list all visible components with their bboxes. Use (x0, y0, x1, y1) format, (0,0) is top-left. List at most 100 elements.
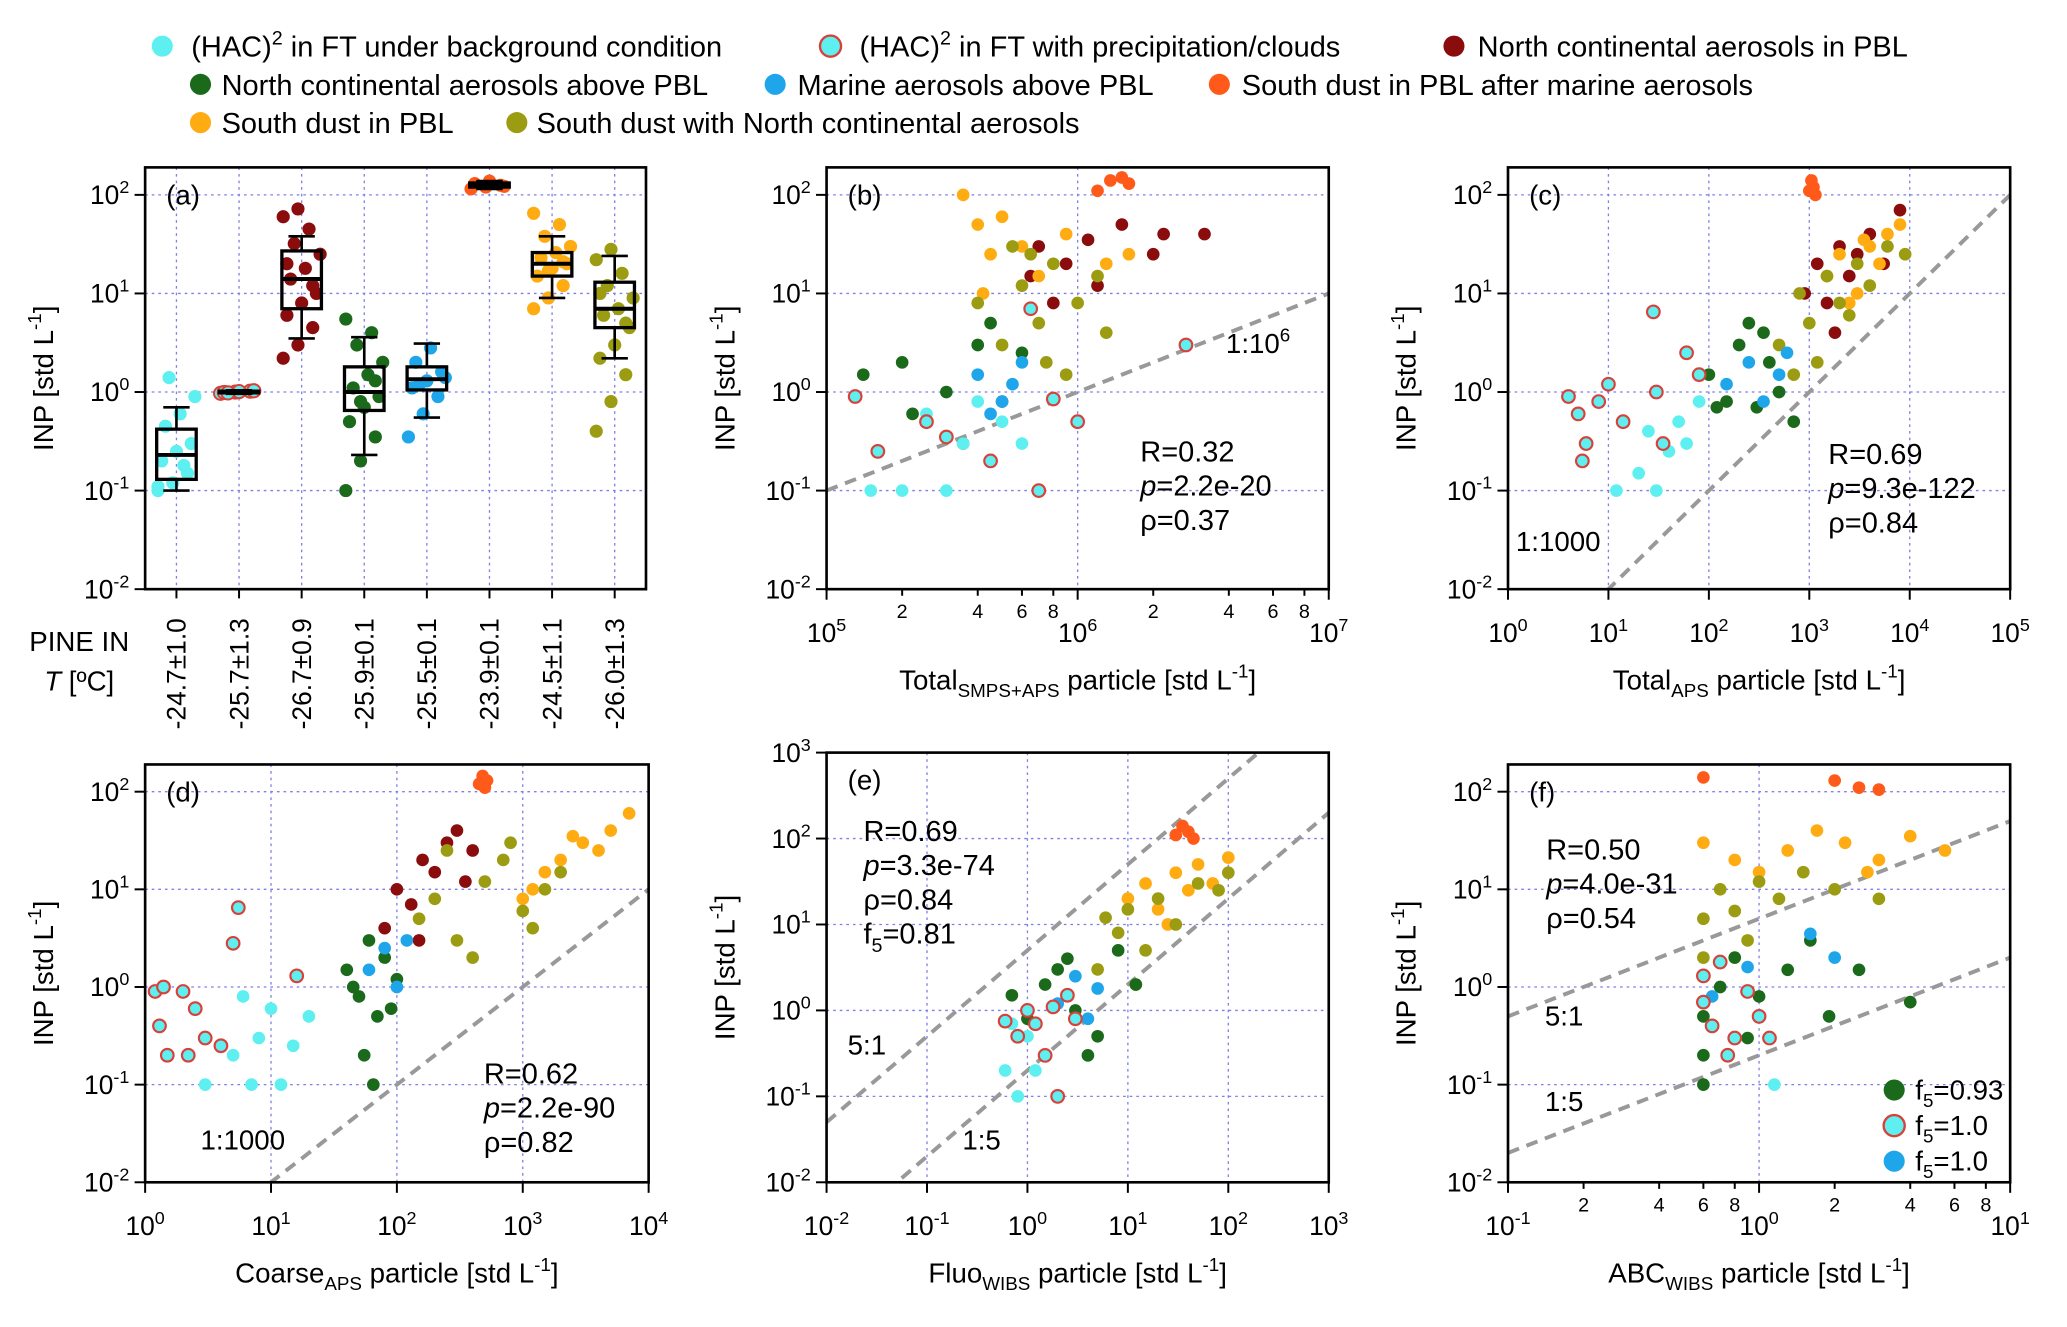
data-point (1852, 963, 1866, 977)
text-part: 10 (1008, 1211, 1037, 1241)
text-part: 10 (125, 1211, 154, 1241)
data-point (534, 251, 548, 265)
text-part: 7 (1338, 615, 1348, 635)
text-part: 0 (1769, 1208, 1779, 1228)
text-part: WIBS (1665, 1273, 1713, 1294)
data-point (1852, 781, 1866, 794)
text-part: =0.93 (1933, 1074, 2003, 1105)
text-part: 10 (629, 1211, 658, 1241)
data-point (1169, 918, 1183, 931)
text-part: 3 (1338, 1208, 1348, 1228)
text-part: 10 (771, 180, 800, 210)
data-point (1810, 356, 1824, 369)
legend-marker (189, 73, 212, 95)
data-point (295, 296, 309, 310)
plot-frame (1506, 166, 2012, 591)
x-tick-label: 100 (1008, 1208, 1047, 1241)
x-axis-title: FluoWIBS particle [std L-1] (928, 1254, 1227, 1294)
data-point (1695, 968, 1711, 984)
data-point (466, 951, 479, 964)
text-part: f (1915, 1110, 1923, 1141)
data-point (155, 454, 169, 468)
data-point (1822, 1010, 1836, 1023)
text-part: 4 (658, 1208, 668, 1228)
data-point (1006, 377, 1019, 391)
data-point (1091, 184, 1104, 198)
x-tick-label: -24.5±1.1 (537, 618, 567, 729)
data-point (1772, 385, 1786, 399)
data-point (1838, 836, 1852, 850)
text-part: 0 (119, 374, 129, 394)
data-point (1104, 174, 1117, 187)
y-tick-label: 101 (771, 907, 810, 940)
data-point (1728, 951, 1742, 964)
data-point (1742, 356, 1756, 369)
data-point (516, 892, 530, 906)
legend-marker (1443, 35, 1465, 57)
stat-label: p=2.2e-20 (1139, 471, 1271, 503)
data-point (919, 414, 934, 430)
text-part: Marine aerosols above PBL (798, 70, 1154, 102)
text-part: -2 (1476, 571, 1492, 591)
text-part: 10 (1447, 1070, 1476, 1100)
data-point (1091, 963, 1104, 976)
x-tick-label: 100 (1739, 1208, 1778, 1241)
panel-label: (e) (848, 765, 882, 796)
y-tick-label: 103 (771, 735, 810, 768)
data-point (428, 865, 442, 879)
data-point (362, 934, 376, 947)
data-point (1039, 356, 1053, 369)
data-point (1872, 853, 1886, 867)
x-tick-label: -25.9±0.1 (349, 618, 379, 729)
data-point (1081, 1012, 1095, 1026)
data-point (1015, 240, 1029, 253)
data-point (1051, 963, 1064, 976)
data-point (274, 1078, 288, 1091)
legend-marker (764, 73, 786, 95)
stat-label: ρ=0.54 (1546, 903, 1636, 935)
text-part: 10 (84, 476, 113, 506)
data-point (276, 351, 290, 365)
text-part: 1 (801, 907, 811, 927)
data-point (1591, 394, 1607, 409)
data-point (289, 968, 305, 984)
data-point (1099, 911, 1112, 924)
data-point (864, 484, 878, 497)
text-part: 10 (1890, 618, 1919, 648)
data-point (401, 430, 416, 444)
data-point (1802, 316, 1816, 330)
data-point (1898, 247, 1912, 261)
data-point (1081, 1049, 1095, 1062)
text-part: -1 (1476, 473, 1492, 493)
data-point (1787, 368, 1801, 381)
data-point (526, 883, 540, 896)
data-point (1028, 1016, 1043, 1032)
data-point (592, 844, 605, 857)
data-point (1720, 377, 1733, 391)
x-tick-label: 2 (897, 601, 908, 623)
text-part: f (863, 919, 872, 951)
data-point (1751, 1009, 1767, 1024)
y-tick-label: 10-1 (84, 473, 129, 506)
data-point (589, 253, 603, 267)
text-part: =2.2e-90 (500, 1093, 615, 1125)
legend-label: South dust in PBL after marine aerosols (1242, 70, 1753, 102)
text-part: in FT with precipitation/clouds (951, 32, 1340, 64)
text-part: ] (28, 306, 59, 314)
x-tick-label: -25.7±1.3 (224, 618, 254, 729)
text-part: 10 (1453, 279, 1482, 309)
data-point (1221, 851, 1235, 864)
data-point (1780, 346, 1794, 360)
y-tick-label: 100 (771, 993, 810, 1026)
text-part: f (1915, 1145, 1923, 1176)
data-point (556, 279, 570, 293)
data-point (1037, 1047, 1053, 1063)
text-part: 10 (377, 1211, 406, 1241)
ratio-line (1507, 955, 2011, 1155)
ratio-line (1507, 819, 2011, 1019)
text-part: 10 (1447, 1168, 1476, 1198)
text-part: 5 (2020, 615, 2030, 635)
data-point (412, 934, 426, 947)
plot-area (826, 752, 1329, 1183)
